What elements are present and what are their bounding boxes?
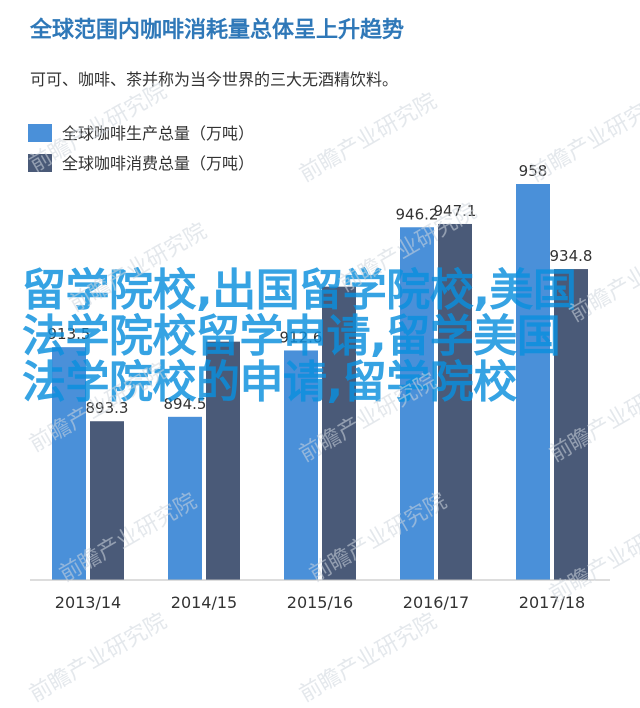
- x-tick-label: 2017/18: [519, 593, 585, 612]
- bar: [554, 269, 588, 580]
- data-label: 912.6: [280, 328, 323, 346]
- x-tick-label: 2016/17: [403, 593, 469, 612]
- data-label: 934.8: [550, 247, 593, 265]
- x-tick-label: 2015/16: [287, 593, 353, 612]
- page-subtitle: 可可、咖啡、茶并称为当今世界的三大无酒精饮料。: [30, 70, 399, 89]
- legend-swatch: [28, 124, 52, 142]
- legend-swatch: [28, 154, 52, 172]
- bar: [52, 347, 86, 580]
- data-label: 947.1: [434, 202, 477, 220]
- data-label: 893.3: [86, 399, 129, 417]
- bar: [206, 341, 240, 580]
- bar: [322, 286, 356, 580]
- bar: [284, 350, 318, 580]
- data-label: 894.5: [164, 395, 207, 413]
- bar: [438, 223, 472, 580]
- data-label: 913.5: [48, 325, 91, 343]
- x-tick-label: 2013/14: [55, 593, 121, 612]
- bar-chart: 全球咖啡生产总量（万吨） 全球咖啡消费总量（万吨） 913.5 893.3 2013/1…: [28, 124, 610, 612]
- x-tick-label: 2014/15: [171, 593, 237, 612]
- data-label: 958: [519, 162, 548, 180]
- bar: [400, 227, 434, 580]
- bar: [516, 184, 550, 580]
- legend-label: 全球咖啡生产总量（万吨）: [62, 124, 254, 143]
- data-label: 946.2: [396, 205, 439, 223]
- bar: [90, 421, 124, 580]
- page-title: 全球范围内咖啡消耗量总体呈上升趋势: [30, 18, 405, 43]
- legend-label: 全球咖啡消费总量（万吨）: [62, 154, 254, 173]
- bar: [168, 416, 202, 580]
